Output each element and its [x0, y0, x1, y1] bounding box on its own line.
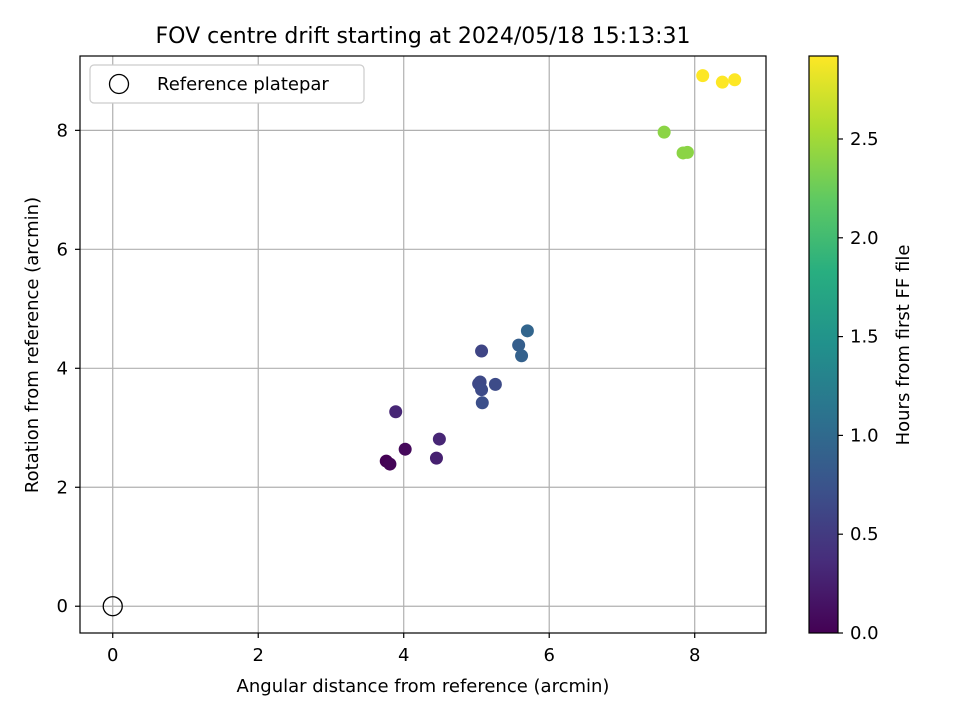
- data-point: [432, 432, 446, 446]
- colorbar-tick-label: 1.5: [850, 327, 879, 348]
- x-axis-ticks: 0 2 4 6 8: [107, 633, 700, 666]
- reference-platepar-marker: [102, 596, 123, 617]
- y-tick-label: 4: [57, 358, 68, 379]
- x-tick-label: 4: [398, 645, 409, 666]
- y-tick-label: 6: [57, 239, 68, 260]
- colorbar-tick-label: 2.5: [850, 129, 879, 150]
- data-point: [475, 344, 489, 358]
- x-tick-label: 0: [107, 645, 118, 666]
- data-point: [657, 125, 671, 139]
- x-tick-label: 6: [543, 645, 554, 666]
- data-point: [383, 457, 397, 471]
- x-tick-label: 8: [689, 645, 700, 666]
- y-tick-label: 0: [57, 596, 68, 617]
- data-point: [512, 338, 526, 352]
- grid-lines: [80, 56, 766, 633]
- x-axis-label: Angular distance from reference (arcmin): [237, 676, 610, 697]
- data-point: [398, 442, 412, 456]
- data-points: [102, 69, 742, 617]
- data-point: [520, 324, 534, 338]
- colorbar-label: Hours from first FF file: [893, 245, 914, 446]
- colorbar-gradient: [808, 55, 839, 634]
- y-tick-label: 8: [57, 120, 68, 141]
- data-point: [475, 396, 489, 410]
- data-point: [680, 145, 694, 159]
- colorbar-tick-label: 2.0: [850, 228, 879, 249]
- colorbar-tick-label: 0.0: [850, 623, 879, 644]
- colorbar-tick-label: 1.0: [850, 425, 879, 446]
- y-tick-label: 2: [57, 477, 68, 498]
- legend-label-reference: Reference platepar: [157, 74, 329, 95]
- legend-marker-reference: [108, 73, 130, 95]
- colorbar-tick-label: 0.5: [850, 524, 879, 545]
- data-point: [728, 73, 742, 87]
- plot-frame: [79, 55, 767, 634]
- data-point: [696, 69, 710, 83]
- data-point: [475, 383, 489, 397]
- legend-box: [89, 64, 365, 104]
- legend: Reference platepar: [89, 64, 365, 104]
- y-axis-ticks: 0 2 4 6 8: [57, 120, 80, 617]
- y-axis-label: Rotation from reference (arcmin): [22, 197, 43, 493]
- colorbar: 0.0 0.5 1.0 1.5 2.0 2.5 Hours from first FF f…: [808, 55, 914, 644]
- data-point: [389, 405, 403, 419]
- colorbar-ticks: 0.0 0.5 1.0 1.5 2.0 2.5: [838, 129, 879, 644]
- data-point: [429, 451, 443, 465]
- chart-title: FOV centre drift starting at 2024/05/18 …: [156, 24, 691, 49]
- data-point: [488, 377, 502, 391]
- data-point: [515, 349, 529, 363]
- x-tick-label: 2: [253, 645, 264, 666]
- data-point: [715, 75, 729, 89]
